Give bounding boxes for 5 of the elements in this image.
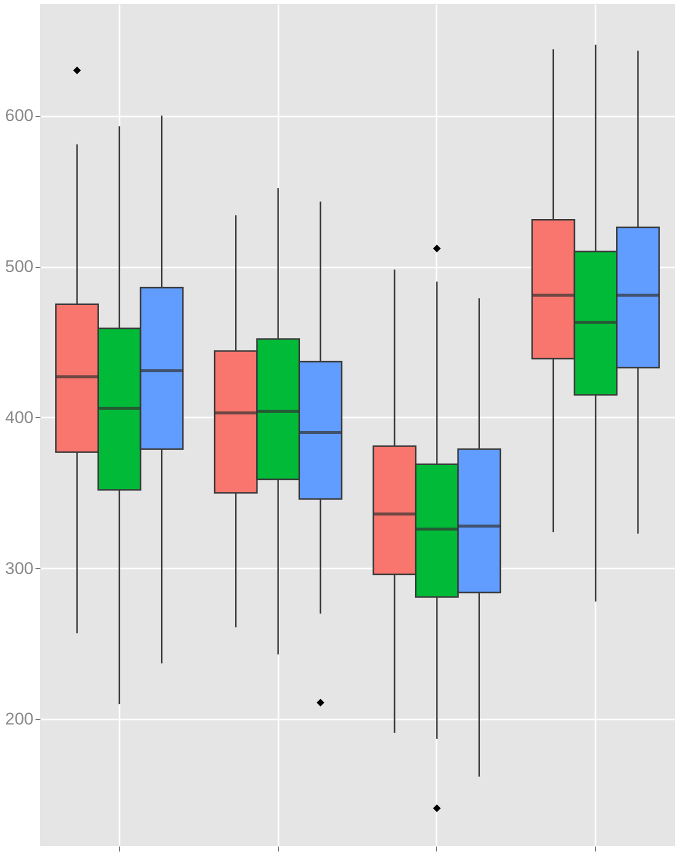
y-tick-label: 500 [5,257,34,276]
y-tick-label: 400 [5,408,34,427]
y-tick-label: 200 [5,710,34,729]
y-tick-label: 300 [5,558,34,578]
y-tick-label: 600 [5,106,34,126]
